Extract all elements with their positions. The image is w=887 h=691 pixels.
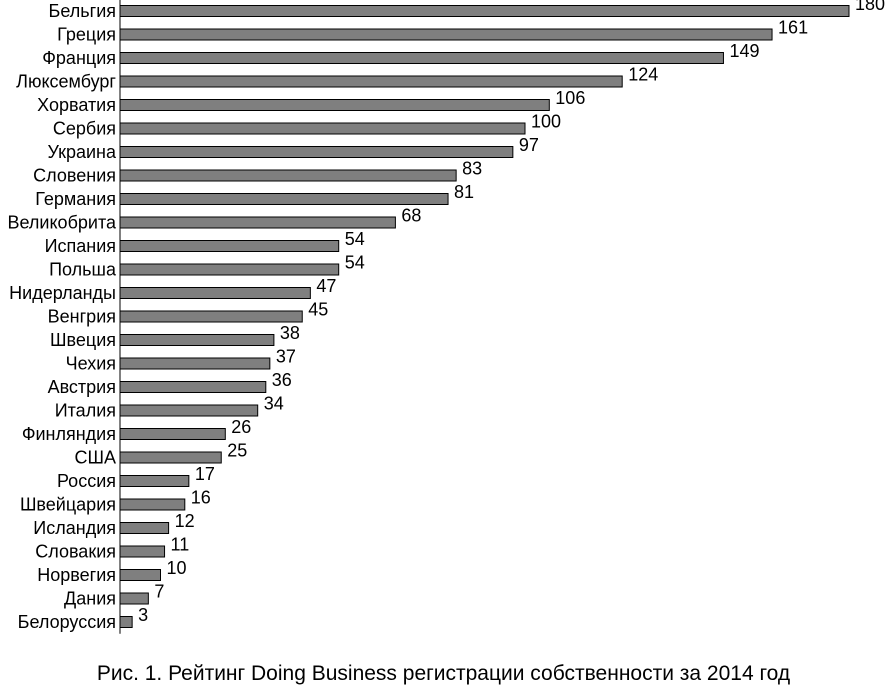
bar [119,169,457,182]
value-label: 54 [345,229,365,249]
category-label: Люксембург [16,72,116,92]
bar [119,616,133,628]
category-label: Хорватия [37,95,116,115]
value-label: 37 [276,347,296,367]
category-label: Словения [33,166,116,186]
bar [119,569,161,581]
value-labels: 180 161 149 124 106 100 97 83 81 68 54 54 47 45 38 37 36… [138,0,885,625]
value-label: 17 [195,464,215,484]
category-label: Бельгия [49,1,116,21]
category-label: Сербия [53,119,116,139]
bar [119,28,773,41]
value-label: 36 [272,370,292,390]
bar [119,451,222,464]
value-label: 10 [167,558,187,578]
value-label: 106 [555,88,585,108]
bar [119,592,149,605]
value-label: 100 [531,112,561,132]
value-label: 25 [227,441,247,461]
category-label: Россия [57,471,116,491]
category-label: Греция [57,25,116,45]
bar [119,334,275,346]
category-label: Чехия [66,354,116,374]
category-label: Финляндия [22,424,116,444]
value-label: 26 [231,417,251,437]
value-label: 3 [138,605,148,625]
category-label: Италия [55,401,116,421]
category-label: Нидерланды [9,283,116,303]
value-label: 97 [519,135,539,155]
value-label: 16 [191,488,211,508]
value-label: 68 [401,206,421,226]
category-label: Австрия [48,377,116,397]
value-label: 81 [454,182,474,202]
category-label: США [74,448,116,468]
bar [119,193,449,205]
category-label: Испания [45,236,116,256]
bar [119,545,166,558]
bar [119,404,259,417]
category-label: Норвегия [37,565,116,585]
category-label: Франция [42,48,116,68]
category-label: Германия [35,189,116,209]
category-label: Швейцария [20,495,116,515]
bar [119,99,550,111]
bar [119,263,340,276]
category-label: Великобрита [8,213,117,233]
bar [119,75,623,88]
category-label: Венгрия [48,307,116,327]
value-label: 149 [729,41,759,61]
value-label: 83 [462,159,482,179]
category-labels: Бельгия Греция Франция Люксембург Хорватия Се… [8,1,117,632]
bar [119,146,514,158]
category-label: Польша [49,260,117,280]
bar [119,381,267,393]
bar [119,240,340,252]
category-label: Украина [47,142,117,162]
bar [119,287,311,299]
category-label: Словакия [35,542,116,562]
figure-caption: Рис. 1. Рейтинг Doing Business регистрац… [96,662,791,685]
category-label: Белоруссия [18,612,116,632]
value-label: 11 [171,535,190,555]
value-label: 7 [154,582,164,602]
value-label: 180 [855,0,885,14]
bar-chart: Бельгия Греция Франция Люксембург Хорватия Се… [8,0,885,634]
bar [119,52,724,64]
bar [119,428,226,440]
value-label: 38 [280,323,300,343]
category-label: Исландия [33,518,116,538]
bars-layer [119,5,850,628]
value-label: 12 [175,511,195,531]
value-label: 54 [345,253,365,273]
bar [119,122,526,135]
value-label: 34 [264,394,284,414]
bar [119,216,396,229]
category-label: Швеция [50,330,116,350]
bar [119,498,186,511]
value-label: 124 [628,65,658,85]
category-label: Дания [64,589,116,609]
value-label: 161 [778,18,808,38]
bar [119,5,850,17]
value-label: 47 [316,276,336,296]
bar [119,522,170,534]
bar [119,357,271,370]
bar [119,310,303,323]
value-label: 45 [308,300,328,320]
bar [119,475,190,487]
